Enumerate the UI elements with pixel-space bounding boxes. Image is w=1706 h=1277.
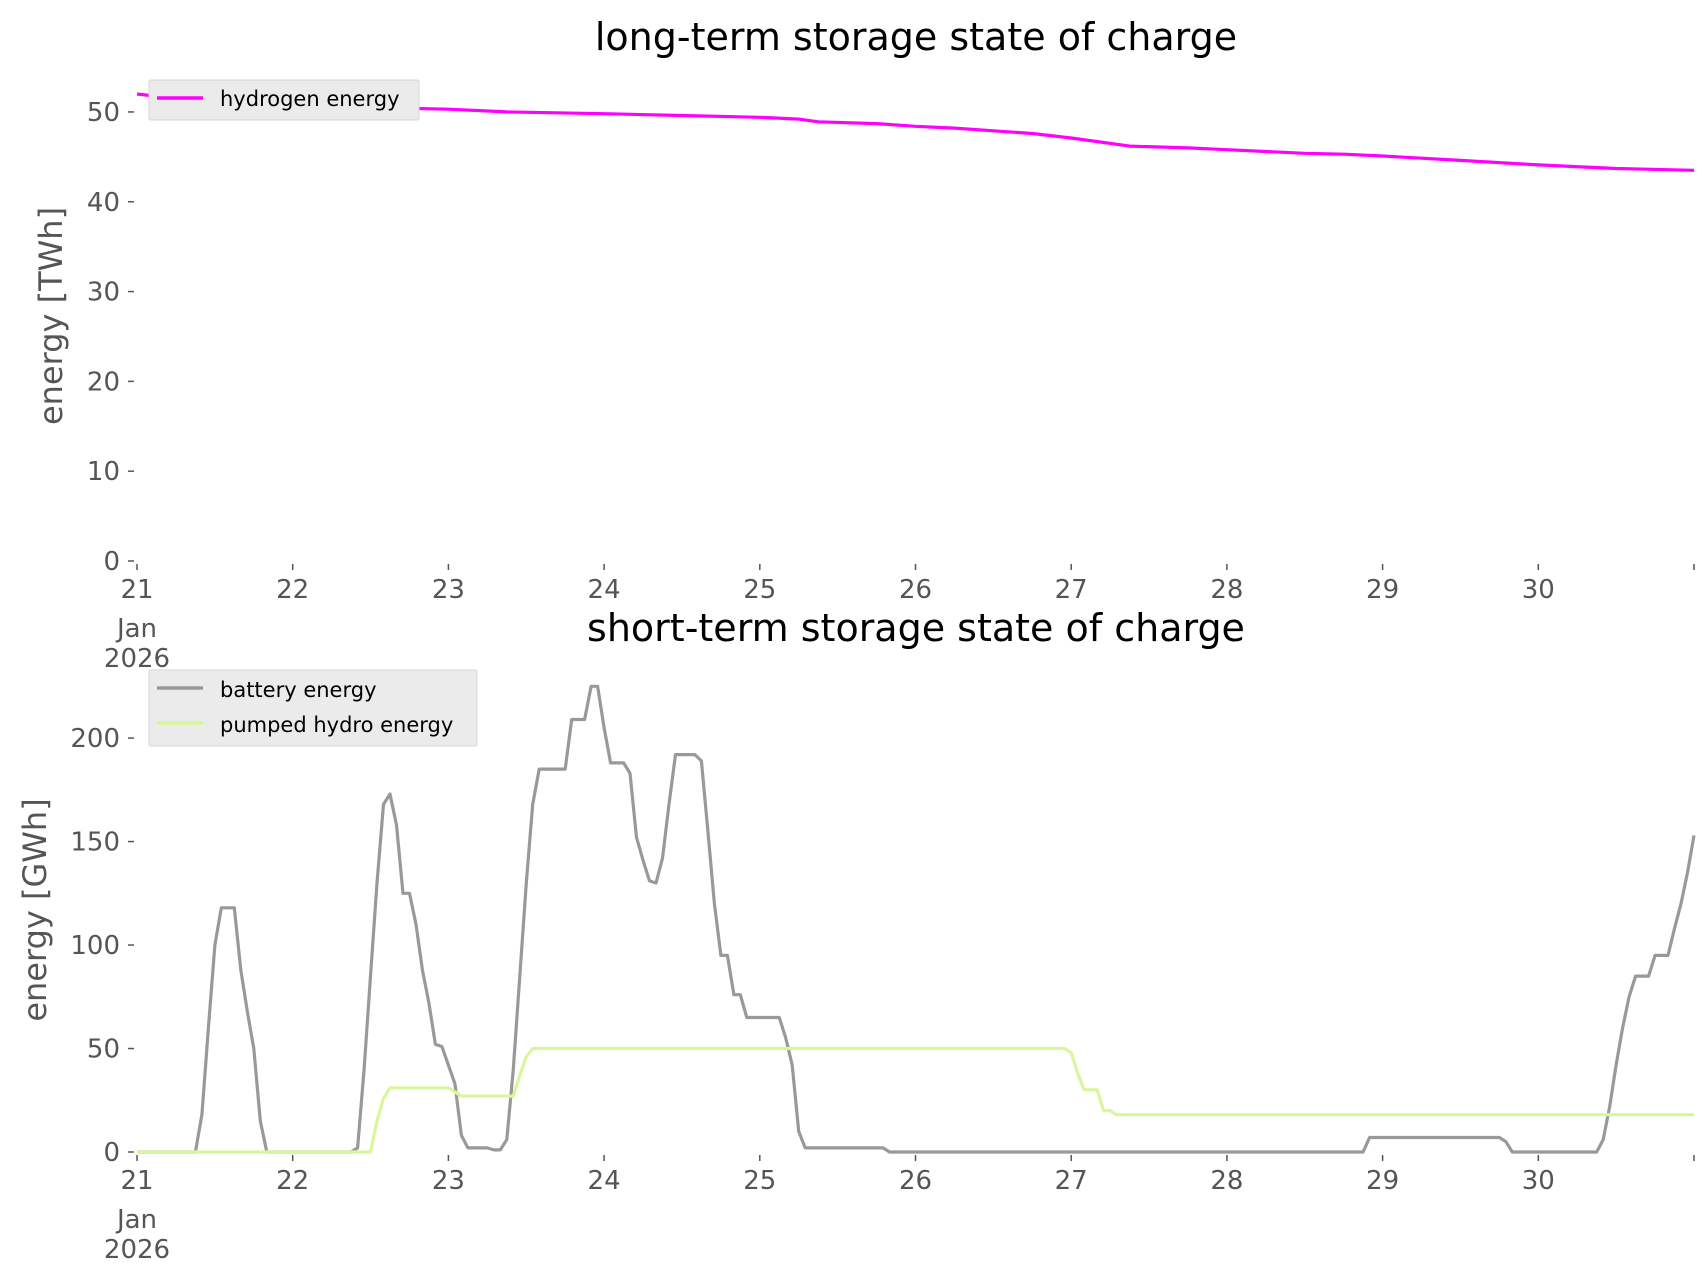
legend: hydrogen energy (148, 79, 420, 121)
x-tick-label: 26 (899, 575, 932, 605)
plot-area (137, 684, 1696, 1154)
x-tick-label: 21 (120, 575, 153, 605)
legend-box (148, 79, 420, 121)
x-tick-label: 23 (432, 1166, 465, 1196)
y-axis-label: energy [TWh] (32, 207, 70, 425)
x-tick-label: 29 (1366, 575, 1399, 605)
y-tick-label: 100 (70, 931, 120, 961)
chart-title: long-term storage state of charge (595, 15, 1237, 59)
series-line-pumped-hydro-energy (137, 1046, 1694, 1154)
x-axis: 21 22 23 24 25 26 27 28 29 30 Jan 2026 (104, 1155, 1695, 1265)
y-tick-label: 200 (70, 724, 120, 754)
x-tick-sublabel-month: Jan (115, 614, 157, 644)
x-tick-sublabel-month: Jan (115, 1205, 157, 1235)
legend: battery energy pumped hydro energy (148, 669, 478, 747)
short-term-chart: short-term storage state of charge energ… (16, 606, 1696, 1265)
x-tick-label: 22 (276, 1166, 309, 1196)
y-tick-label: 150 (70, 828, 120, 858)
y-tick-label: 50 (87, 1035, 120, 1065)
y-tick-label: 40 (87, 188, 120, 218)
x-tick-label: 29 (1366, 1166, 1399, 1196)
x-tick-label: 27 (1055, 575, 1088, 605)
x-tick-label: 24 (588, 1166, 621, 1196)
y-axis: 0 50 100 150 200 (70, 724, 134, 1168)
long-term-chart: long-term storage state of charge energy… (32, 15, 1695, 674)
x-tick-label: 26 (899, 1166, 932, 1196)
x-tick-sublabel-year: 2026 (104, 1235, 170, 1265)
y-tick-label: 10 (87, 457, 120, 487)
x-tick-label: 24 (588, 575, 621, 605)
series-line-hydrogen-energy (136, 92, 1695, 172)
x-tick-label: 23 (432, 575, 465, 605)
x-axis: 21 22 23 24 25 26 27 28 29 30 Jan 2026 (104, 564, 1695, 674)
x-tick-sublabel-year: 2026 (104, 644, 170, 674)
legend-label-hydrogen: hydrogen energy (220, 87, 400, 111)
x-tick-label: 22 (276, 575, 309, 605)
y-tick-label: 50 (87, 98, 120, 128)
x-tick-label: 30 (1522, 575, 1555, 605)
y-axis: 0 10 20 30 40 50 (87, 98, 134, 577)
x-tick-label: 25 (743, 575, 776, 605)
y-tick-label: 0 (103, 1138, 120, 1168)
x-tick-label: 27 (1055, 1166, 1088, 1196)
chart-title: short-term storage state of charge (587, 606, 1245, 650)
legend-label-battery: battery energy (220, 678, 377, 702)
x-tick-label: 28 (1210, 575, 1243, 605)
y-tick-label: 30 (87, 278, 120, 308)
x-tick-label: 21 (120, 1166, 153, 1196)
plot-area (136, 92, 1695, 172)
x-tick-label: 28 (1210, 1166, 1243, 1196)
y-tick-label: 20 (87, 367, 120, 397)
y-tick-label: 0 (103, 547, 120, 577)
x-tick-label: 25 (743, 1166, 776, 1196)
x-tick-label: 30 (1522, 1166, 1555, 1196)
series-line-battery-energy (137, 684, 1696, 1154)
legend-label-pumped-hydro: pumped hydro energy (220, 713, 453, 737)
legend-box (148, 669, 478, 747)
y-axis-label: energy [GWh] (16, 798, 54, 1021)
